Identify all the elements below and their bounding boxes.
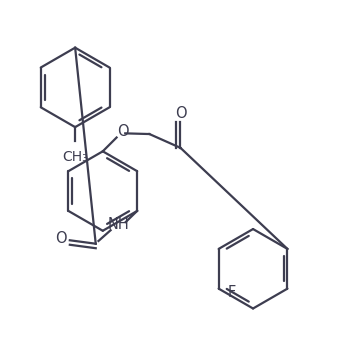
Text: CH₃: CH₃ <box>62 150 88 164</box>
Text: O: O <box>175 106 186 121</box>
Text: O: O <box>117 124 129 139</box>
Text: NH: NH <box>107 217 129 232</box>
Text: O: O <box>55 231 67 246</box>
Text: F: F <box>227 285 235 300</box>
